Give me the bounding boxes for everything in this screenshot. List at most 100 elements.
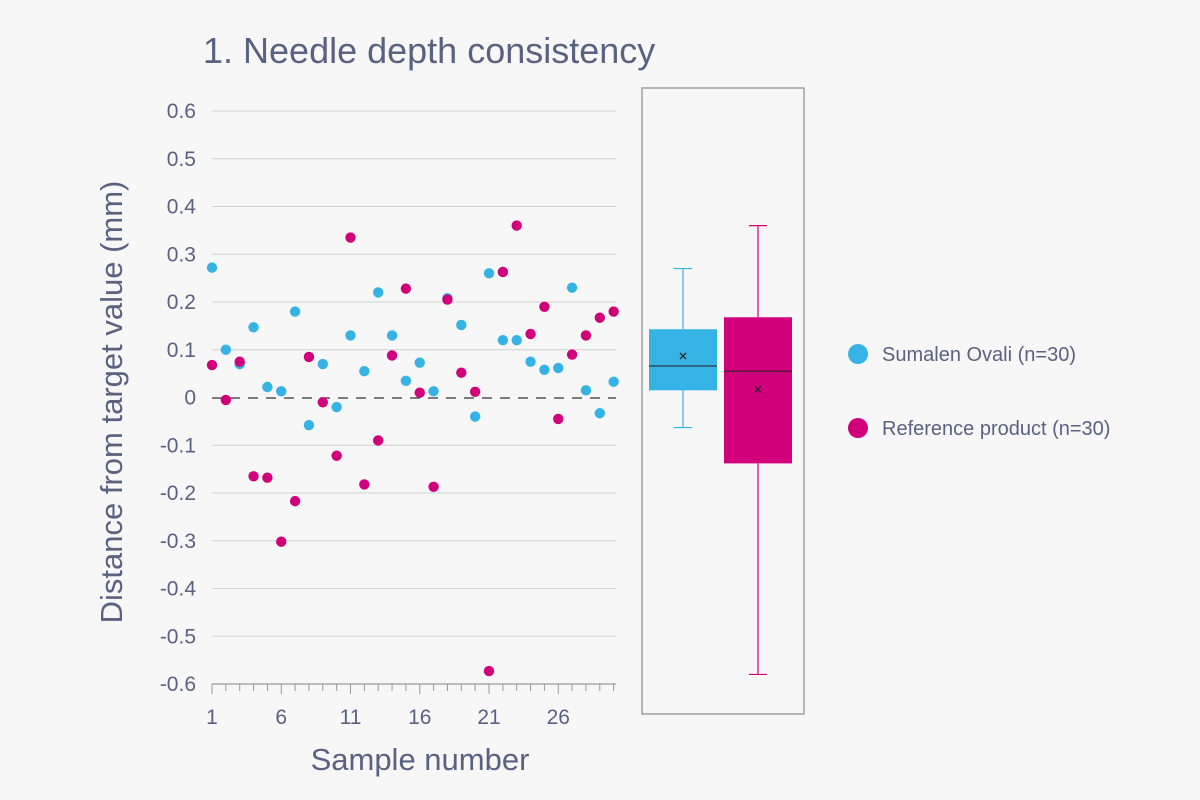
- point-reference: [414, 387, 425, 398]
- point-reference: [483, 665, 495, 677]
- y-tick-labels: -0.6 -0.5 -0.4 -0.3 -0.2 -0.1 0 0.1 0.2 0.3 0.4 0.5…: [160, 100, 197, 696]
- legend-swatch: [848, 418, 868, 438]
- point-sumalen: [566, 282, 578, 293]
- x-tick-label: 6: [275, 706, 287, 729]
- point-sumalen: [511, 335, 522, 346]
- point-reference: [608, 306, 619, 317]
- point-reference: [442, 294, 453, 305]
- point-reference: [580, 330, 592, 341]
- point-sumalen: [580, 385, 592, 396]
- x-tick-label: 1: [206, 706, 218, 729]
- point-sumalen: [469, 411, 481, 422]
- legend-label: Reference product (n=30): [882, 418, 1110, 440]
- point-sumalen: [289, 306, 301, 317]
- point-reference: [428, 481, 439, 492]
- point-reference: [331, 450, 342, 461]
- point-reference: [262, 472, 273, 483]
- point-sumalen: [317, 358, 328, 370]
- x-tick-label: 26: [547, 706, 570, 729]
- point-sumalen: [359, 366, 370, 377]
- point-reference: [206, 359, 218, 371]
- y-tick-label: -0.1: [160, 434, 196, 457]
- point-reference: [469, 386, 481, 397]
- x-tick-label: 11: [340, 706, 362, 729]
- y-tick-label: -0.3: [160, 530, 196, 553]
- point-sumalen: [331, 401, 342, 413]
- point-sumalen: [414, 357, 425, 368]
- box-mean-marker: [754, 385, 762, 393]
- chart-title: 1. Needle depth consistency: [203, 30, 655, 71]
- point-reference: [276, 536, 287, 547]
- x-axis-label: Sample number: [311, 742, 530, 777]
- point-reference: [511, 220, 522, 231]
- point-sumalen: [497, 335, 509, 346]
- y-tick-label: 0.3: [167, 243, 196, 266]
- box-iqr: [724, 317, 792, 464]
- point-reference: [317, 397, 328, 408]
- y-tick-label: 0: [184, 387, 196, 410]
- y-tick-label: 0.2: [167, 291, 196, 314]
- point-sumalen: [428, 386, 439, 397]
- point-sumalen: [400, 375, 412, 386]
- point-sumalen: [525, 356, 536, 367]
- point-sumalen: [373, 287, 384, 298]
- x-tick-labels: 1 6 11 16 21 26: [206, 706, 570, 729]
- legend-label: Sumalen Ovali (n=30): [882, 344, 1076, 366]
- legend-item: Sumalen Ovali (n=30): [848, 344, 1076, 366]
- box-iqr: [649, 329, 717, 391]
- x-axis: [211, 683, 616, 694]
- scatter-points: [206, 220, 619, 677]
- y-tick-label: 0.6: [167, 100, 196, 123]
- legend-item: Reference product (n=30): [848, 418, 1110, 440]
- point-sumalen: [456, 319, 467, 331]
- point-sumalen: [345, 330, 356, 341]
- point-reference: [303, 351, 315, 363]
- y-tick-label: 0.5: [167, 148, 196, 171]
- grid-lines: [212, 110, 616, 685]
- point-reference: [345, 232, 356, 243]
- y-tick-label: -0.5: [160, 625, 196, 648]
- point-sumalen: [248, 322, 259, 333]
- point-sumalen: [483, 268, 495, 279]
- point-reference: [289, 495, 301, 507]
- point-sumalen: [303, 419, 315, 431]
- y-tick-label: 0.4: [167, 196, 197, 219]
- point-reference: [594, 312, 605, 323]
- point-reference: [373, 435, 384, 446]
- y-tick-label: -0.6: [160, 673, 196, 696]
- point-reference: [359, 479, 370, 490]
- y-tick-label: -0.2: [160, 482, 196, 505]
- point-reference: [220, 394, 232, 406]
- point-sumalen: [276, 386, 287, 397]
- x-tick-label: 21: [477, 706, 500, 729]
- point-reference: [248, 471, 259, 482]
- point-sumalen: [553, 362, 564, 374]
- point-reference: [456, 367, 467, 378]
- point-reference: [525, 328, 536, 340]
- point-reference: [497, 266, 509, 278]
- point-reference: [566, 349, 578, 360]
- boxplot-reference: [724, 225, 792, 676]
- legend: Sumalen Ovali (n=30) Reference product (n…: [848, 344, 1110, 440]
- point-sumalen: [220, 344, 232, 355]
- point-reference: [539, 301, 550, 312]
- y-axis-label: Distance from target value (mm): [94, 181, 129, 624]
- point-sumalen: [608, 376, 619, 387]
- point-reference: [553, 413, 564, 425]
- point-reference: [400, 283, 412, 294]
- boxplot-sumalen: [649, 267, 717, 429]
- point-sumalen: [594, 408, 605, 419]
- point-sumalen: [262, 381, 273, 393]
- y-tick-label: 0.1: [167, 339, 196, 362]
- legend-swatch: [848, 344, 868, 364]
- point-sumalen: [206, 262, 218, 273]
- box-mean-marker: [679, 352, 687, 360]
- x-tick-label: 16: [408, 706, 431, 729]
- y-tick-label: -0.4: [160, 578, 197, 601]
- boxplot-panel: [641, 87, 805, 715]
- point-sumalen: [386, 330, 398, 341]
- boxplots: [649, 225, 792, 676]
- point-sumalen: [539, 364, 550, 376]
- point-reference: [386, 350, 398, 361]
